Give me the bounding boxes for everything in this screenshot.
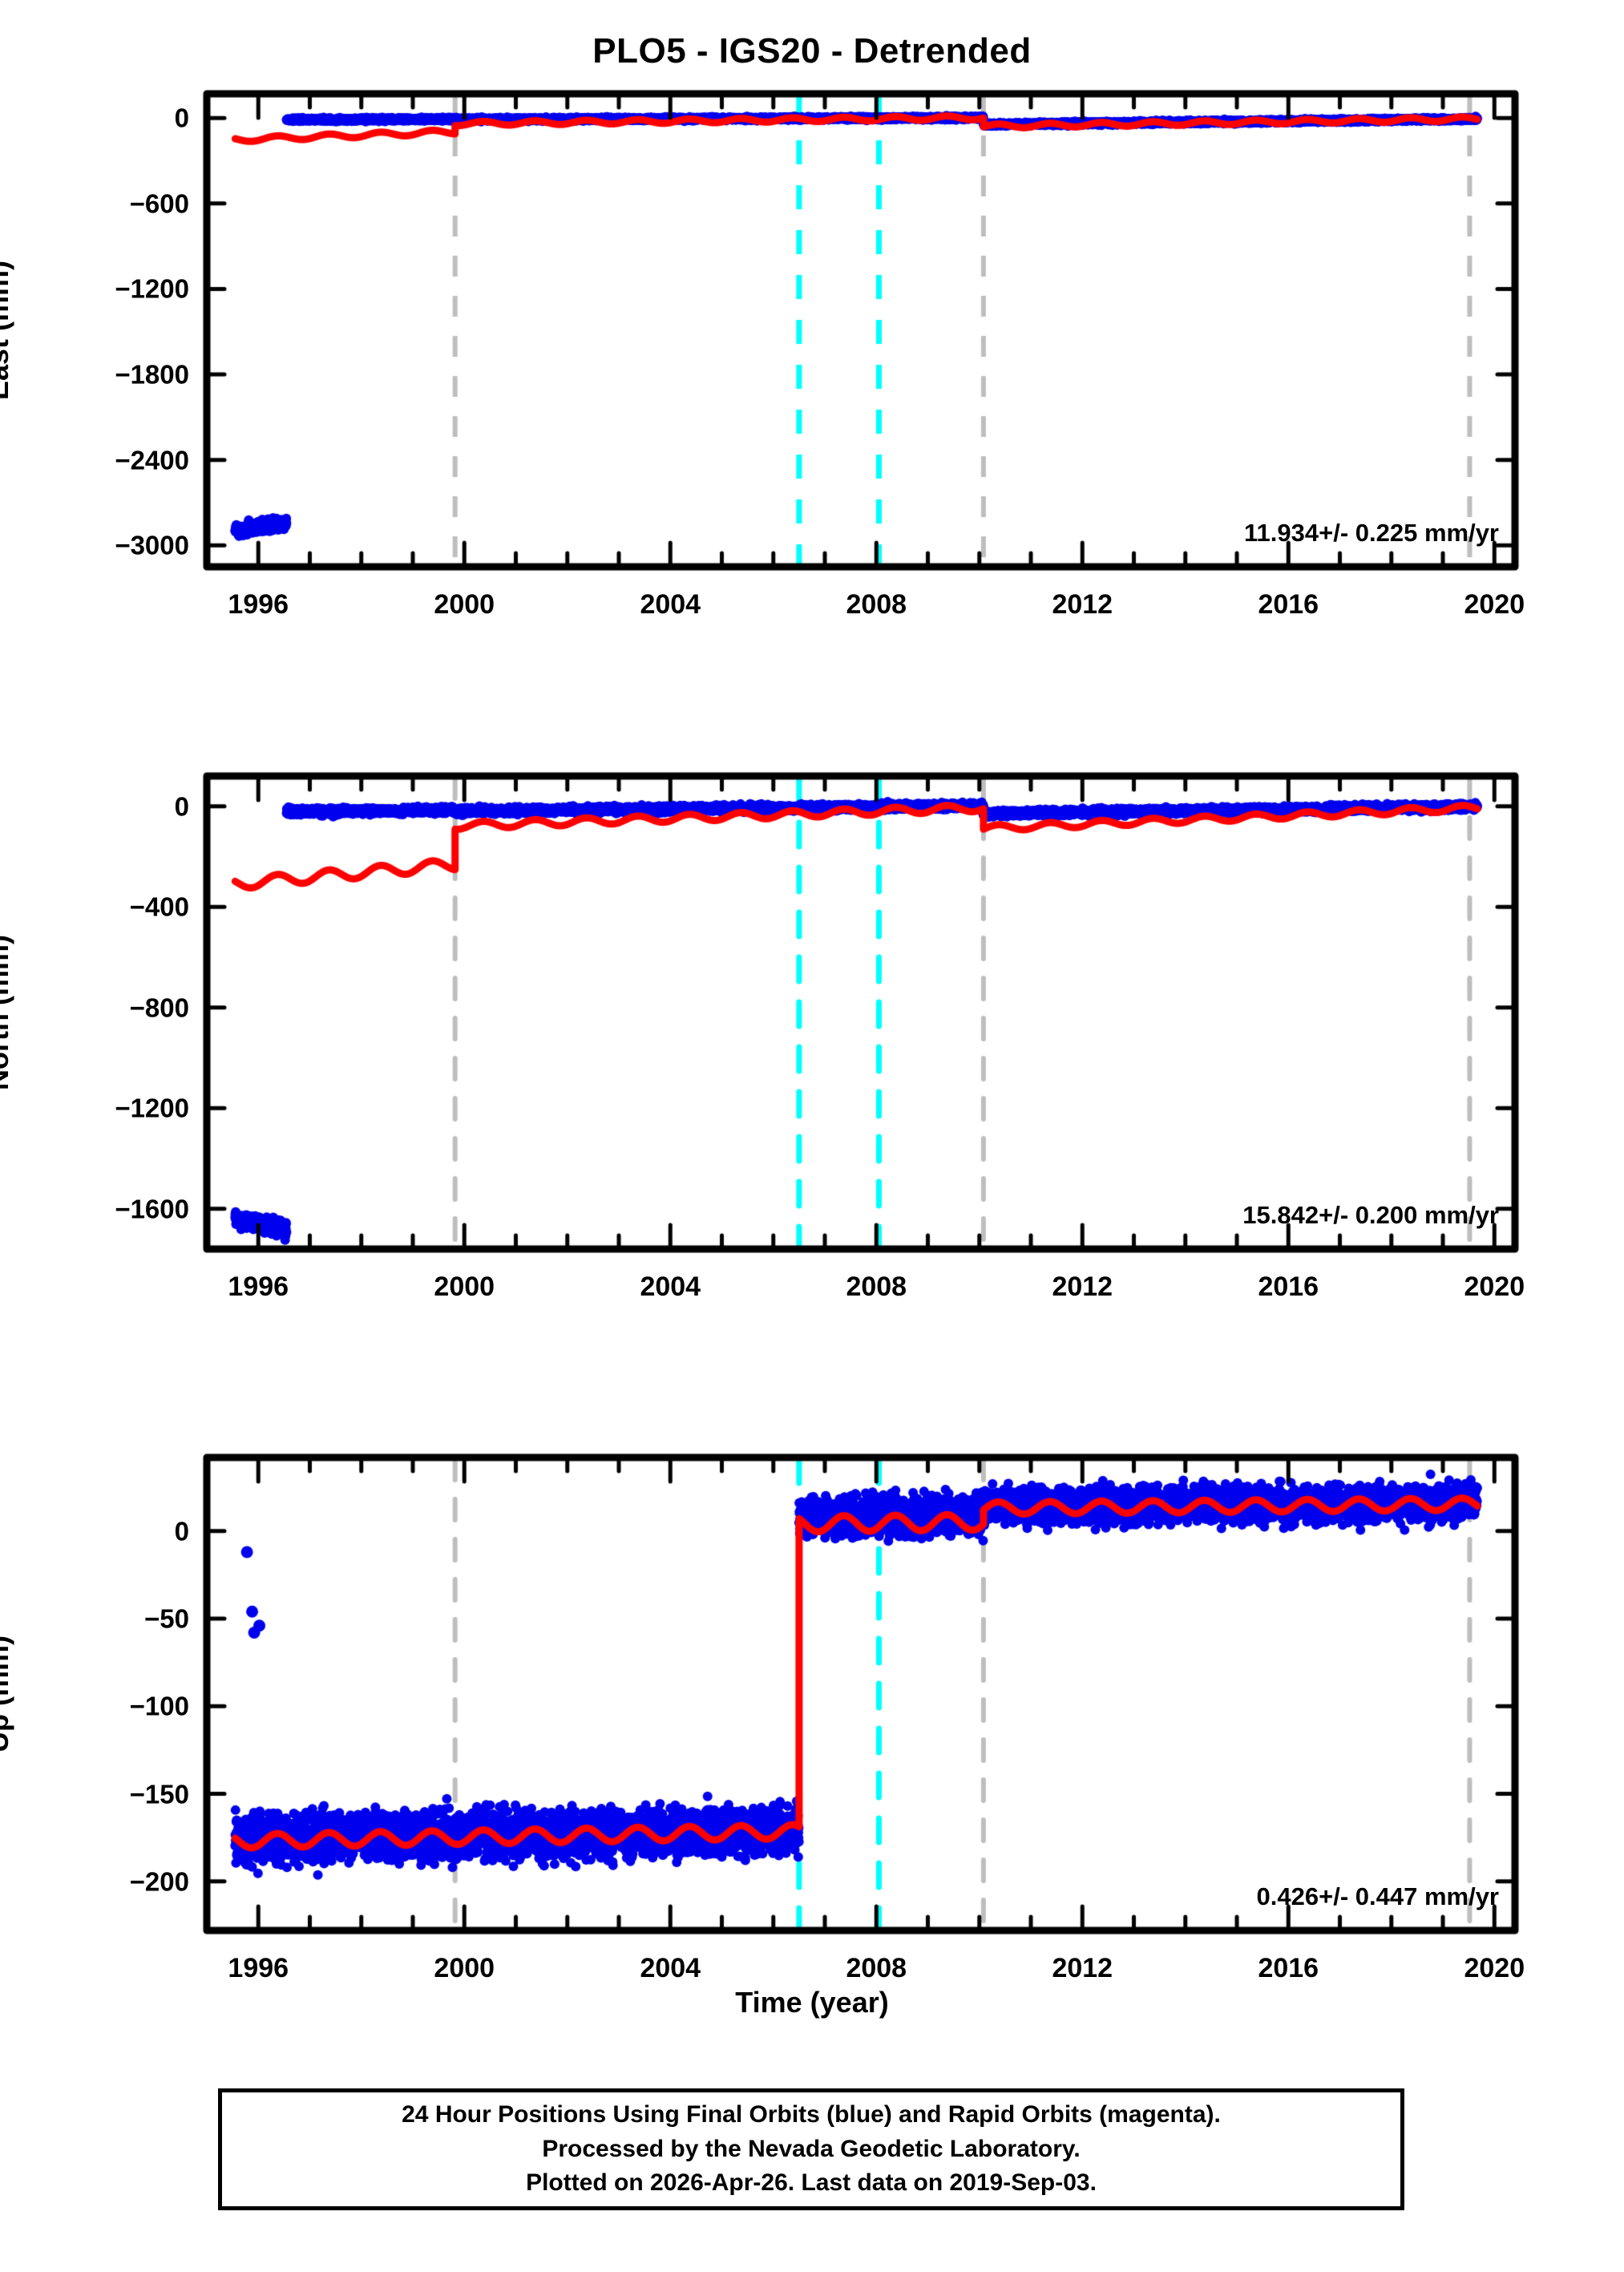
caption-box: 24 Hour Positions Using Final Orbits (bl… [218, 2088, 1404, 2210]
caption-line-2: Processed by the Nevada Geodetic Laborat… [542, 2135, 1081, 2162]
caption-line-1: 24 Hour Positions Using Final Orbits (bl… [402, 2101, 1221, 2128]
caption-line-3: Plotted on 2026-Apr-26. Last data on 201… [526, 2169, 1097, 2197]
